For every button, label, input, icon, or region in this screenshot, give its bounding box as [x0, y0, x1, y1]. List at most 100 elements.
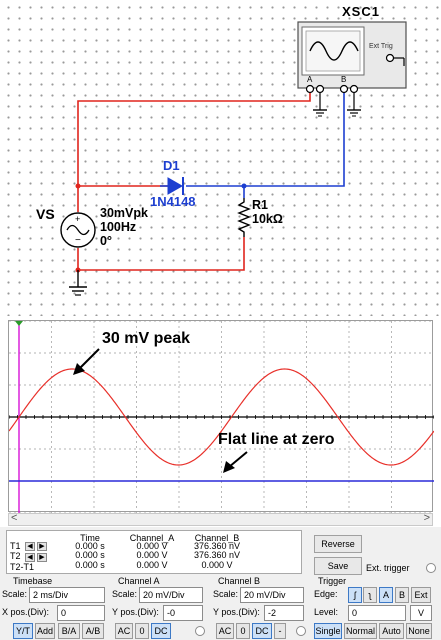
trigger-source-b-button[interactable]: B: [395, 587, 409, 603]
channel-b-terminal-label: B: [341, 75, 347, 84]
trigger-source-a-button[interactable]: A: [379, 587, 393, 603]
readout-cell: 0.000 V: [201, 560, 233, 570]
trigger-auto-button[interactable]: Auto: [379, 623, 404, 639]
ext-trig-label: Ext Trig: [369, 43, 393, 50]
mode-ab-button[interactable]: A/B: [82, 623, 104, 639]
readout-row-label: T1: [10, 541, 21, 551]
channel-a-terminal-label: A: [307, 75, 313, 84]
timebase-xpos-field[interactable]: 0: [57, 605, 105, 621]
scope-control-panel: Time Channel_A Channel_B T1 ◀ ▶ 0.000 s …: [0, 527, 441, 640]
readout-cell: 0.000 s: [75, 541, 105, 551]
t2-left-arrow-icon[interactable]: ◀: [25, 553, 35, 562]
readout-row-label: T2: [10, 551, 21, 561]
resistor-value-label: 10kΩ: [252, 212, 283, 226]
mode-add-button[interactable]: Add: [35, 623, 55, 639]
scroll-left-icon[interactable]: <: [11, 512, 18, 524]
reverse-button[interactable]: Reverse: [314, 535, 362, 553]
channel-b-scale-label: Scale:: [213, 589, 239, 599]
wire-channel-a: [77, 90, 311, 187]
trigger-normal-button[interactable]: Normal: [344, 623, 377, 639]
diode-name-label: D1: [163, 158, 180, 173]
junction-dot: [75, 183, 81, 189]
channel-a-zero-button[interactable]: 0: [135, 623, 149, 639]
source-phase-label: 0°: [100, 234, 112, 248]
channel-a-ypos-label: Y pos.(Div):: [112, 607, 159, 617]
timebase-scale-field[interactable]: 2 ms/Div: [29, 587, 105, 603]
channel-b-ypos-field[interactable]: -2: [264, 605, 304, 621]
channel-b-ypos-label: Y pos.(Div):: [213, 607, 260, 617]
annotation-zero: Flat line at zero: [218, 431, 335, 448]
readout-header-channel-b: Channel_B: [194, 533, 240, 543]
annotation-arrow-zero: [228, 451, 248, 468]
cursor-readout-table: Time Channel_A Channel_B T1 ◀ ▶ 0.000 s …: [6, 530, 302, 574]
channel-b-scale-field[interactable]: 20 mV/Div: [240, 587, 304, 603]
channel-b-title: Channel B: [218, 576, 261, 586]
junction-dot: [241, 183, 247, 189]
trigger-level-field[interactable]: 0: [348, 605, 406, 621]
timebase-scale-label: Scale:: [2, 589, 28, 599]
trigger-falling-edge-button[interactable]: ʅ: [363, 587, 377, 603]
timebase-xpos-label: X pos.(Div):: [2, 607, 50, 617]
readout-header-channel-a: Channel_A: [129, 533, 175, 543]
svg-text:+: +: [75, 214, 80, 224]
ext-trigger-label: Ext. trigger: [366, 563, 410, 573]
channel-a-title: Channel A: [118, 576, 160, 586]
source-name-label: VS: [36, 206, 55, 222]
trigger-level-label: Level:: [314, 607, 339, 617]
channel-b-dc-button[interactable]: DC: [252, 623, 272, 639]
schematic-wiring: + −: [60, 21, 407, 296]
trigger-level-unit[interactable]: V: [410, 605, 432, 621]
readout-cell: 0.000 s: [75, 560, 105, 570]
channel-b-ac-button[interactable]: AC: [216, 623, 234, 639]
wire-channel-b: [186, 90, 345, 187]
readout-cell: 0.000 V: [136, 541, 168, 551]
mode-ba-button[interactable]: B/A: [58, 623, 80, 639]
trigger-none-button[interactable]: None: [406, 623, 432, 639]
channel-a-ac-button[interactable]: AC: [115, 623, 133, 639]
scope-name-label: XSC1: [342, 4, 380, 19]
channel-b-terminal[interactable]: [296, 626, 306, 636]
svg-text:−: −: [75, 235, 81, 246]
channel-a-scale-label: Scale:: [112, 589, 138, 599]
oscilloscope-instrument[interactable]: [297, 21, 407, 94]
channel-b-invert-button[interactable]: -: [274, 623, 286, 639]
diode-model-label: 1N4148: [150, 194, 196, 209]
trigger-title: Trigger: [318, 576, 347, 586]
t1-left-arrow-icon[interactable]: ◀: [25, 542, 35, 551]
save-button[interactable]: Save: [314, 557, 362, 575]
channel-b-zero-button[interactable]: 0: [236, 623, 250, 639]
wire-return: [78, 237, 245, 271]
channel-a-dc-button[interactable]: DC: [151, 623, 171, 639]
trigger-edge-label: Edge:: [314, 589, 338, 599]
mode-yt-button[interactable]: Y/T: [13, 623, 33, 639]
trigger-single-button[interactable]: Single: [314, 623, 342, 639]
scope-horizontal-scrollbar[interactable]: < >: [8, 512, 433, 526]
resistor-symbol[interactable]: [237, 198, 251, 237]
diode-symbol[interactable]: [160, 177, 184, 195]
cursor-t1-handle[interactable]: [15, 321, 23, 326]
oscilloscope-display[interactable]: 30 mV peak Flat line at zero: [8, 320, 434, 513]
readout-cell: 0.000 s: [75, 550, 105, 560]
schematic-canvas[interactable]: + − XSC1 Ext Trig A B: [0, 0, 441, 316]
annotation-arrow-peak: [78, 348, 100, 370]
channel-a-ypos-field[interactable]: -0: [163, 605, 203, 621]
annotation-peak: 30 mV peak: [102, 330, 191, 347]
scroll-right-icon[interactable]: >: [423, 512, 430, 524]
ac-source-symbol[interactable]: + −: [60, 212, 96, 248]
t2-right-arrow-icon[interactable]: ▶: [37, 553, 47, 562]
t1-right-arrow-icon[interactable]: ▶: [37, 542, 47, 551]
readout-cell: 376.360 nV: [193, 541, 241, 551]
trigger-source-ext-button[interactable]: Ext: [411, 587, 431, 603]
source-amplitude-label: 30mVpk: [100, 206, 148, 220]
channel-a-scale-field[interactable]: 20 mV/Div: [139, 587, 203, 603]
trigger-rising-edge-button[interactable]: ʃ: [348, 587, 362, 603]
readout-cell: 0.000 V: [136, 550, 168, 560]
source-frequency-label: 100Hz: [100, 220, 137, 234]
scope-axis-ticks: [9, 415, 434, 419]
resistor-name-label: R1: [252, 198, 268, 212]
channel-a-terminal[interactable]: [195, 626, 205, 636]
ext-trigger-terminal[interactable]: [426, 563, 436, 573]
readout-row-label: T2-T1: [10, 562, 35, 572]
scope-plot: [9, 321, 434, 513]
readout-cell: 376.360 nV: [193, 550, 241, 560]
